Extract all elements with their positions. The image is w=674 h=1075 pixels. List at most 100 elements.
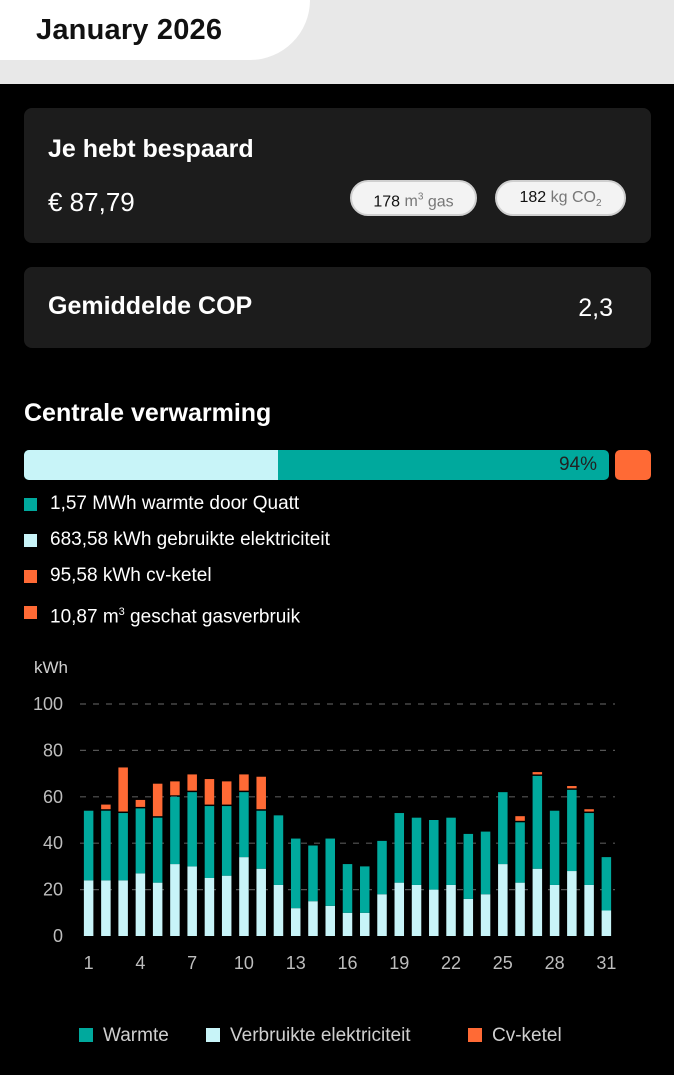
savings-title: Je hebt bespaard xyxy=(48,135,254,163)
x-tick-label: 31 xyxy=(596,953,616,973)
bar-electricity xyxy=(463,898,474,936)
bar-electricity xyxy=(308,901,318,936)
bar-electricity xyxy=(256,868,266,936)
daily-energy-chart[interactable]: kWh 0 20 40 60 80 100 1 4 7 10 13 16 19 22 25 28 31 xyxy=(0,640,674,990)
bar-warmte xyxy=(187,792,197,867)
y-tick-label: 60 xyxy=(43,787,63,807)
x-tick-label: 13 xyxy=(286,953,306,973)
bar-warmte xyxy=(83,810,94,881)
co2-saved-badge: 182 kg CO2 xyxy=(495,180,626,216)
bar-warmte xyxy=(325,838,335,906)
bar-warmte xyxy=(101,810,111,881)
bar-cv-ketel xyxy=(584,809,594,812)
legend-swatch xyxy=(24,534,37,547)
legend-swatch xyxy=(79,1028,93,1042)
gas-value: 178 xyxy=(373,193,401,211)
x-tick-label: 4 xyxy=(135,953,145,973)
legend-label: 10,87 m3 geschat gasverbruik xyxy=(50,606,301,628)
co2-label: CO2 xyxy=(571,189,602,210)
x-tick-label: 19 xyxy=(389,953,409,973)
boiler-share-segment xyxy=(615,450,651,480)
bar-electricity xyxy=(515,882,525,936)
bar-cv-ketel xyxy=(239,774,249,791)
bar-warmte xyxy=(342,864,353,913)
bar-warmte xyxy=(204,806,215,878)
bar-cv-ketel xyxy=(256,776,266,810)
gas-label: gas xyxy=(427,193,454,211)
bar-electricity xyxy=(411,884,422,936)
bar-warmte xyxy=(377,840,387,895)
legend-label: Cv-ketel xyxy=(492,1025,562,1046)
y-tick-label: 40 xyxy=(43,833,63,853)
chart-legend-item-warmte[interactable]: Warmte xyxy=(79,1025,169,1047)
bar-warmte xyxy=(601,857,612,911)
x-tick-label: 7 xyxy=(187,953,197,973)
x-tick-label: 28 xyxy=(545,953,565,973)
y-axis-unit-label: kWh xyxy=(34,658,68,677)
bar-electricity xyxy=(101,880,111,936)
bar-electricity xyxy=(394,882,405,936)
bar-electricity xyxy=(83,880,94,936)
bar-electricity xyxy=(187,866,197,936)
bar-warmte xyxy=(152,817,163,883)
bar-electricity xyxy=(170,864,180,936)
x-tick-label: 22 xyxy=(441,953,461,973)
gas-saved-badge: 178 m3 gas xyxy=(350,180,477,216)
bar-cv-ketel xyxy=(221,781,232,805)
cop-title: Gemiddelde COP xyxy=(48,292,253,320)
heating-section-title: Centrale verwarming xyxy=(24,399,272,427)
bar-cv-ketel xyxy=(204,779,215,805)
savings-card: Je hebt bespaard € 87,79 178 m3 gas 182 … xyxy=(24,108,651,243)
bar-electricity xyxy=(118,880,128,936)
bar-electricity xyxy=(342,912,353,936)
co2-value: 182 xyxy=(519,189,547,206)
chart-legend-item-elektriciteit[interactable]: Verbruikte elektriciteit xyxy=(206,1025,411,1047)
x-tick-label: 25 xyxy=(493,953,513,973)
bar-electricity xyxy=(239,857,249,936)
legend-label: 95,58 kWh cv-ketel xyxy=(50,565,212,586)
bar-warmte xyxy=(290,838,301,909)
bar-cv-ketel xyxy=(118,767,128,812)
bar-warmte xyxy=(532,775,543,869)
bar-cv-ketel xyxy=(187,774,197,791)
cop-value: 2,3 xyxy=(578,294,613,322)
bar-warmte xyxy=(394,813,405,883)
chart-legend-item-cv-ketel[interactable]: Cv-ketel xyxy=(468,1025,562,1047)
heating-share-percentage: 94% xyxy=(558,454,597,475)
bar-electricity xyxy=(221,875,232,936)
bar-cv-ketel xyxy=(135,799,146,807)
legend-swatch xyxy=(24,498,37,511)
legend-label: Verbruikte elektriciteit xyxy=(230,1025,411,1046)
bar-electricity xyxy=(601,910,612,936)
bar-warmte xyxy=(360,866,370,913)
savings-amount: € 87,79 xyxy=(48,187,135,217)
legend-label: Warmte xyxy=(103,1025,169,1046)
bar-warmte xyxy=(256,810,266,869)
month-header: January 2026 xyxy=(0,0,674,84)
bar-electricity xyxy=(360,912,370,936)
month-tab[interactable] xyxy=(0,0,310,60)
bar-warmte xyxy=(170,796,180,865)
bar-cv-ketel xyxy=(101,804,111,810)
bar-electricity xyxy=(429,889,439,936)
bar-electricity xyxy=(377,894,387,936)
y-tick-label: 80 xyxy=(43,740,63,760)
legend-label: 1,57 MWh warmte door Quatt xyxy=(50,493,300,514)
bar-warmte xyxy=(446,817,456,885)
bar-electricity xyxy=(152,882,163,936)
bar-electricity xyxy=(584,884,594,936)
bar-warmte xyxy=(549,810,560,885)
x-tick-label: 16 xyxy=(337,953,357,973)
legend-swatch xyxy=(468,1028,482,1042)
bar-electricity xyxy=(204,878,215,936)
legend-swatch xyxy=(206,1028,220,1042)
bar-electricity xyxy=(135,873,146,936)
bar-warmte xyxy=(239,792,249,858)
bar-electricity xyxy=(498,864,508,936)
cop-card: Gemiddelde COP 2,3 xyxy=(24,267,651,348)
bar-cv-ketel xyxy=(532,772,543,775)
bar-electricity xyxy=(567,871,577,936)
heating-share-bar: 94% xyxy=(24,450,609,480)
gas-unit: m3 xyxy=(404,192,424,211)
bar-cv-ketel xyxy=(152,783,163,817)
